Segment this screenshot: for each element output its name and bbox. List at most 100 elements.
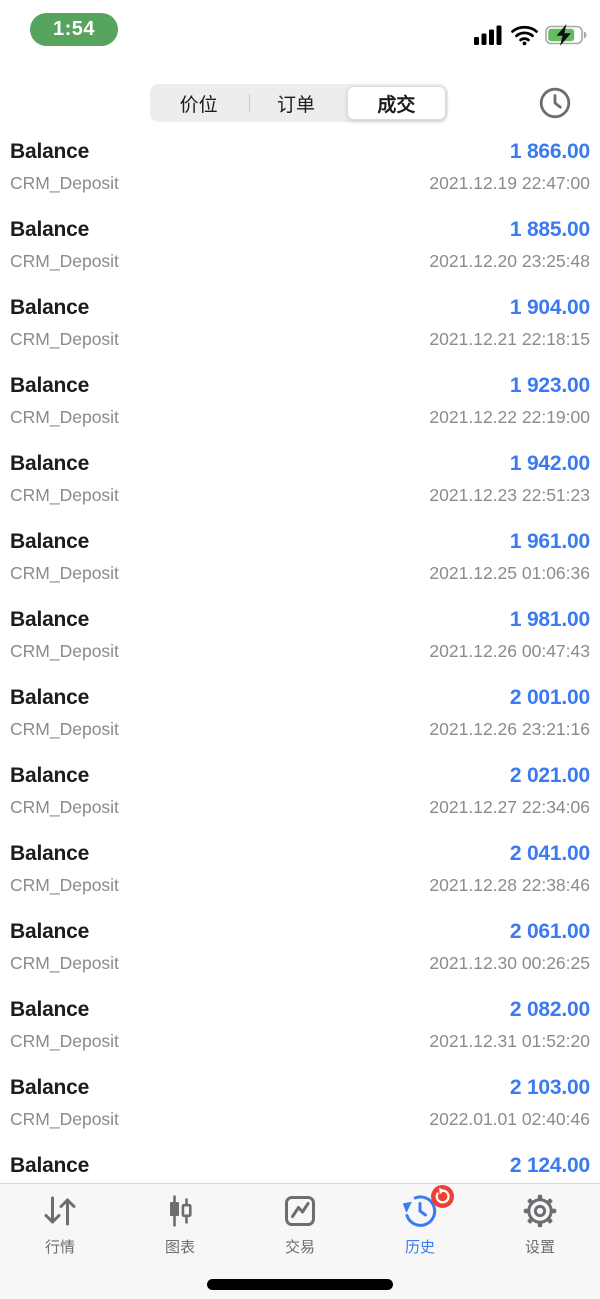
home-indicator[interactable] <box>207 1279 393 1290</box>
deal-amount: 1 961.00 <box>509 530 590 553</box>
deal-datetime: 2021.12.25 01:06:36 <box>429 563 590 583</box>
deal-title: Balance <box>10 920 90 943</box>
deal-amount: 2 124.00 <box>509 1154 590 1177</box>
tab-quotes-label: 行情 <box>44 1239 75 1256</box>
time-pill[interactable]: 1:54 <box>30 13 118 46</box>
trade-chart-icon <box>282 1193 318 1234</box>
deal-datetime: 2021.12.19 22:47:00 <box>429 173 590 193</box>
deal-amount: 1 885.00 <box>509 218 590 241</box>
deal-amount: 1 866.00 <box>509 140 590 163</box>
deal-title: Balance <box>10 764 90 787</box>
deal-title: Balance <box>10 374 90 397</box>
segment-deals-label: 成交 <box>377 94 416 116</box>
segment-prices[interactable]: 价位 <box>150 84 247 122</box>
candlestick-chart-icon <box>162 1193 198 1234</box>
status-time: 1:54 <box>52 18 96 40</box>
tab-trade[interactable]: 交易 <box>240 1184 360 1299</box>
deal-amount: 2 041.00 <box>509 842 590 865</box>
deal-datetime: 2021.12.20 23:25:48 <box>429 251 590 271</box>
status-icons <box>474 24 587 51</box>
tab-charts[interactable]: 图表 <box>120 1184 240 1299</box>
deal-title: Balance <box>10 608 90 631</box>
deal-title: Balance <box>10 1076 90 1099</box>
deal-title: Balance <box>10 530 90 553</box>
tab-quotes[interactable]: 行情 <box>0 1184 120 1299</box>
deal-datetime: 2021.12.22 22:19:00 <box>429 407 590 427</box>
quotes-arrows-icon <box>41 1193 79 1234</box>
tab-settings[interactable]: 设置 <box>480 1184 600 1299</box>
header: 价位 订单 成交 <box>0 84 600 124</box>
deal-list-item[interactable]: Balance 1 904.00 CRM_Deposit 2021.12.21 … <box>10 296 590 374</box>
deal-list-item[interactable]: Balance 1 981.00 CRM_Deposit 2021.12.26 … <box>10 608 590 686</box>
history-clock-icon <box>401 1192 439 1235</box>
deal-title: Balance <box>10 140 90 163</box>
deal-title: Balance <box>10 998 90 1021</box>
tab-trade-label: 交易 <box>284 1239 315 1256</box>
wifi-icon <box>511 25 538 51</box>
deal-datetime: 2021.12.21 22:18:15 <box>429 329 590 349</box>
segment-prices-label: 价位 <box>179 94 218 116</box>
deal-comment: CRM_Deposit <box>10 875 119 895</box>
deal-amount: 2 001.00 <box>509 686 590 709</box>
deal-amount: 2 021.00 <box>509 764 590 787</box>
battery-charging-icon <box>545 24 587 51</box>
deals-list: Balance 1 866.00 CRM_Deposit 2021.12.19 … <box>10 140 590 1232</box>
sync-badge-icon <box>431 1185 454 1208</box>
deal-datetime: 2021.12.28 22:38:46 <box>429 875 590 895</box>
deal-list-item[interactable]: Balance 2 061.00 CRM_Deposit 2021.12.30 … <box>10 920 590 998</box>
deal-comment: CRM_Deposit <box>10 251 119 271</box>
clock-icon <box>538 87 572 124</box>
deal-comment: CRM_Deposit <box>10 641 119 661</box>
deal-title: Balance <box>10 686 90 709</box>
deal-amount: 2 103.00 <box>509 1076 590 1099</box>
deal-list-item[interactable]: Balance 2 082.00 CRM_Deposit 2021.12.31 … <box>10 998 590 1076</box>
deal-list-item[interactable]: Balance 1 866.00 CRM_Deposit 2021.12.19 … <box>10 140 590 218</box>
tab-history[interactable]: 历史 <box>360 1184 480 1299</box>
deal-title: Balance <box>10 1154 90 1177</box>
segment-orders[interactable]: 订单 <box>247 84 344 122</box>
deal-list-item[interactable]: Balance 2 001.00 CRM_Deposit 2021.12.26 … <box>10 686 590 764</box>
deal-comment: CRM_Deposit <box>10 719 119 739</box>
segment-deals[interactable]: 成交 <box>346 86 446 120</box>
deal-datetime: 2021.12.30 00:26:25 <box>429 953 590 973</box>
deal-datetime: 2021.12.23 22:51:23 <box>429 485 590 505</box>
deal-amount: 1 923.00 <box>509 374 590 397</box>
history-period-button[interactable] <box>538 86 572 120</box>
deal-comment: CRM_Deposit <box>10 329 119 349</box>
status-bar: 1:54 <box>0 0 600 62</box>
tab-settings-label: 设置 <box>524 1239 555 1256</box>
deal-amount: 1 942.00 <box>509 452 590 475</box>
deal-list-item[interactable]: Balance 2 124.00 <box>10 1154 590 1232</box>
segment-orders-label: 订单 <box>276 94 315 116</box>
segmented-control: 价位 订单 成交 <box>150 84 448 122</box>
deal-comment: CRM_Deposit <box>10 953 119 973</box>
tab-charts-label: 图表 <box>164 1239 195 1256</box>
deal-list-item[interactable]: Balance 1 923.00 CRM_Deposit 2021.12.22 … <box>10 374 590 452</box>
deal-list-item[interactable]: Balance 1 942.00 CRM_Deposit 2021.12.23 … <box>10 452 590 530</box>
deal-title: Balance <box>10 296 90 319</box>
deal-comment: CRM_Deposit <box>10 1109 119 1129</box>
settings-gear-icon <box>522 1193 558 1234</box>
deal-datetime: 2021.12.31 01:52:20 <box>429 1031 590 1051</box>
deal-amount: 1 904.00 <box>509 296 590 319</box>
deal-comment: CRM_Deposit <box>10 485 119 505</box>
tab-history-label: 历史 <box>404 1239 435 1256</box>
deal-list-item[interactable]: Balance 2 021.00 CRM_Deposit 2021.12.27 … <box>10 764 590 842</box>
cellular-signal-icon <box>474 25 504 50</box>
deal-title: Balance <box>10 452 90 475</box>
deal-comment: CRM_Deposit <box>10 173 119 193</box>
deal-list-item[interactable]: Balance 2 041.00 CRM_Deposit 2021.12.28 … <box>10 842 590 920</box>
deal-amount: 2 082.00 <box>509 998 590 1021</box>
deal-amount: 2 061.00 <box>509 920 590 943</box>
deal-datetime: 2022.01.01 02:40:46 <box>429 1109 590 1129</box>
deal-list-item[interactable]: Balance 1 961.00 CRM_Deposit 2021.12.25 … <box>10 530 590 608</box>
deal-comment: CRM_Deposit <box>10 407 119 427</box>
segment-divider <box>249 94 250 112</box>
deal-list-item[interactable]: Balance 1 885.00 CRM_Deposit 2021.12.20 … <box>10 218 590 296</box>
deal-comment: CRM_Deposit <box>10 797 119 817</box>
deal-datetime: 2021.12.26 00:47:43 <box>429 641 590 661</box>
deal-amount: 1 981.00 <box>509 608 590 631</box>
deal-list-item[interactable]: Balance 2 103.00 CRM_Deposit 2022.01.01 … <box>10 1076 590 1154</box>
deal-title: Balance <box>10 218 90 241</box>
deal-comment: CRM_Deposit <box>10 1031 119 1051</box>
